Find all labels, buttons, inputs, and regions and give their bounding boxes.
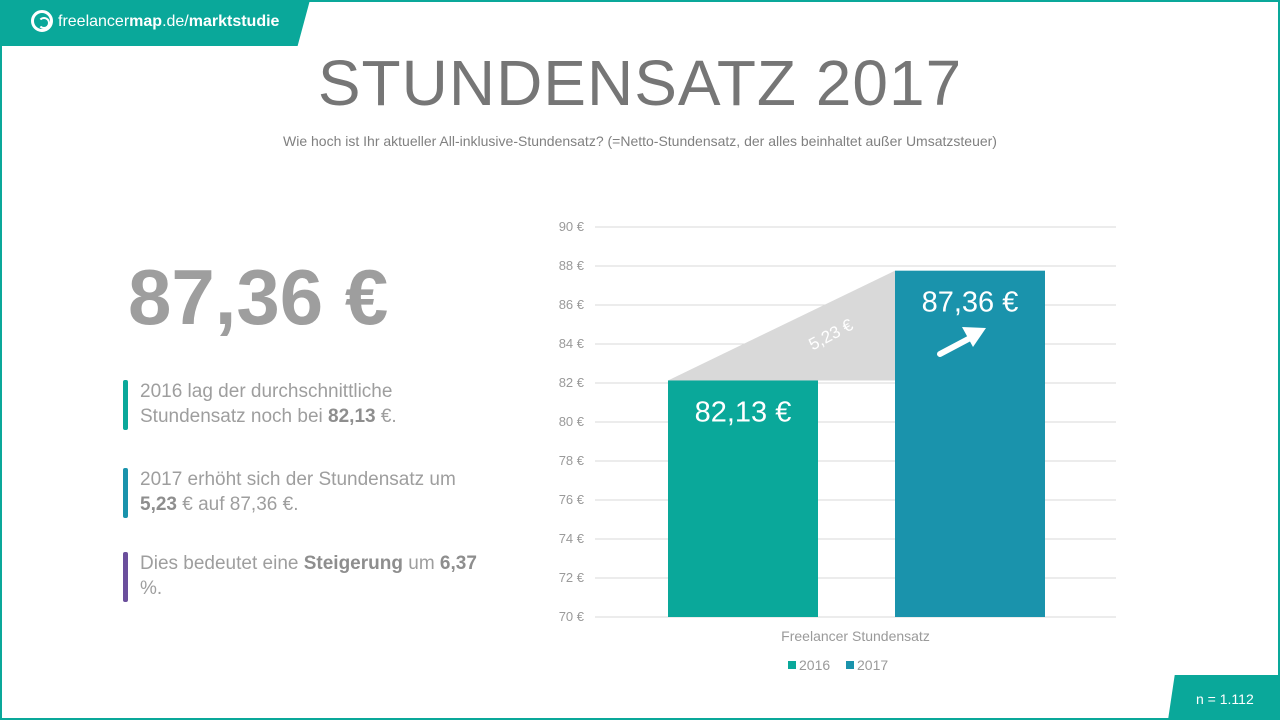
highlight-value: 87,36 € <box>128 253 389 341</box>
note-2016: 2016 lag der durchschnittliche Stundensa… <box>123 379 480 430</box>
y-tick-label: 84 € <box>559 336 585 351</box>
increase-arrow-head-icon <box>962 327 986 347</box>
difference-wedge <box>668 270 895 381</box>
note-accent-bar <box>123 468 128 518</box>
sample-size-text: n = 1.112 <box>1196 691 1254 707</box>
y-tick-label: 72 € <box>559 570 585 585</box>
note-text: um <box>402 553 440 574</box>
logo-text-section: marktstudie <box>188 13 280 30</box>
note-2017: 2017 erhöht sich der Stundensatz um 5,23… <box>123 467 480 518</box>
y-tick-label: 76 € <box>559 492 585 507</box>
freelancermap-logo-icon <box>31 10 53 32</box>
increase-arrow-icon <box>937 333 977 357</box>
bar-2017 <box>895 270 1045 617</box>
y-tick-label: 82 € <box>559 375 585 390</box>
note-accent-bar <box>123 552 128 602</box>
y-tick-label: 74 € <box>559 531 585 546</box>
note-text: 2016 lag der durchschnittliche Stundensa… <box>140 381 393 427</box>
bar-data-label: 87,36 € <box>922 287 1019 319</box>
note-bold: 6,37 <box>439 553 477 574</box>
logo-text-bold: map <box>129 13 163 30</box>
x-category-label: Freelancer Stundensatz <box>781 628 930 644</box>
logo-text-domain: .de/ <box>162 13 189 30</box>
bar-2016 <box>668 380 818 617</box>
page-title: STUNDENSATZ 2017 <box>317 47 963 119</box>
y-tick-label: 90 € <box>559 219 585 234</box>
note-bold: Steigerung <box>303 553 403 574</box>
y-tick-label: 86 € <box>559 297 585 312</box>
legend-label: 2016 <box>799 657 830 673</box>
note-bold: 82,13 <box>328 406 376 427</box>
sample-size-badge <box>1168 675 1280 720</box>
note-increase: Dies bedeutet eine Steigerung um 6,37 %. <box>123 551 480 602</box>
note-bold: 5,23 <box>140 494 177 515</box>
legend-label: 2017 <box>857 657 888 673</box>
legend-swatch <box>788 661 796 669</box>
note-accent-bar <box>123 380 128 430</box>
page-subtitle: Wie hoch ist Ihr aktueller All-inklusive… <box>283 133 997 149</box>
y-tick-label: 70 € <box>559 609 585 624</box>
note-text: %. <box>140 578 163 599</box>
note-text: € auf 87,36 €. <box>176 494 299 515</box>
y-tick-label: 78 € <box>559 453 585 468</box>
note-text: Dies bedeutet eine <box>140 553 304 574</box>
bar-data-label: 82,13 € <box>695 396 792 428</box>
y-tick-label: 88 € <box>559 258 585 273</box>
legend-swatch <box>846 661 854 669</box>
logo-text-light: freelancer <box>58 13 130 30</box>
note-text: 2017 erhöht sich der Stundensatz um <box>140 469 456 490</box>
note-text: €. <box>375 406 397 427</box>
y-tick-label: 80 € <box>559 414 585 429</box>
logo-text[interactable]: freelancermap.de/marktstudie <box>58 13 279 31</box>
